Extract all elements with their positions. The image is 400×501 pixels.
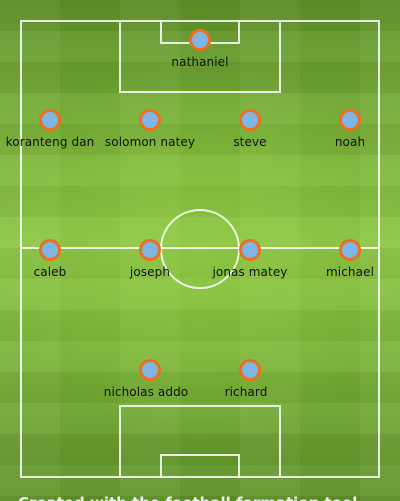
player-name: joseph xyxy=(129,265,171,279)
player-name: nicholas addo xyxy=(103,385,189,399)
player-forward-1[interactable]: nicholas addo xyxy=(85,359,215,409)
player-defender-2[interactable]: solomon natey xyxy=(85,109,215,159)
player-midfielder-3[interactable]: jonas matey xyxy=(185,239,315,289)
player-name: richard xyxy=(224,385,268,399)
player-marker-icon[interactable] xyxy=(139,239,161,261)
player-marker-icon[interactable] xyxy=(339,109,361,131)
player-name: solomon natey xyxy=(104,135,196,149)
player-midfielder-4[interactable]: michael xyxy=(285,239,400,289)
bottom-caption: Created with the football formation tool xyxy=(18,494,357,501)
player-defender-1[interactable]: koranteng dan xyxy=(0,109,115,159)
field-boundary xyxy=(20,20,380,478)
player-defender-4[interactable]: noah xyxy=(285,109,400,159)
player-defender-3[interactable]: steve xyxy=(185,109,315,159)
goal-box-bottom xyxy=(160,454,240,478)
player-marker-icon[interactable] xyxy=(239,109,261,131)
player-marker-icon[interactable] xyxy=(39,239,61,261)
player-name: koranteng dan xyxy=(5,135,95,149)
player-name: caleb xyxy=(33,265,67,279)
player-marker-icon[interactable] xyxy=(189,29,211,51)
penalty-box-bottom xyxy=(119,405,281,478)
player-name: noah xyxy=(334,135,366,149)
player-midfielder-1[interactable]: caleb xyxy=(0,239,115,289)
player-forward-2[interactable]: richard xyxy=(185,359,315,409)
player-goalkeeper[interactable]: nathaniel xyxy=(135,29,265,79)
penalty-box-top xyxy=(119,20,281,93)
player-midfielder-2[interactable]: joseph xyxy=(85,239,215,289)
player-marker-icon[interactable] xyxy=(239,239,261,261)
player-marker-icon[interactable] xyxy=(139,359,161,381)
player-name: jonas matey xyxy=(212,265,288,279)
player-marker-icon[interactable] xyxy=(39,109,61,131)
player-name: michael xyxy=(326,265,374,279)
player-name: nathaniel xyxy=(171,55,229,69)
player-marker-icon[interactable] xyxy=(239,359,261,381)
player-marker-icon[interactable] xyxy=(139,109,161,131)
player-name: steve xyxy=(233,135,267,149)
player-marker-icon[interactable] xyxy=(339,239,361,261)
